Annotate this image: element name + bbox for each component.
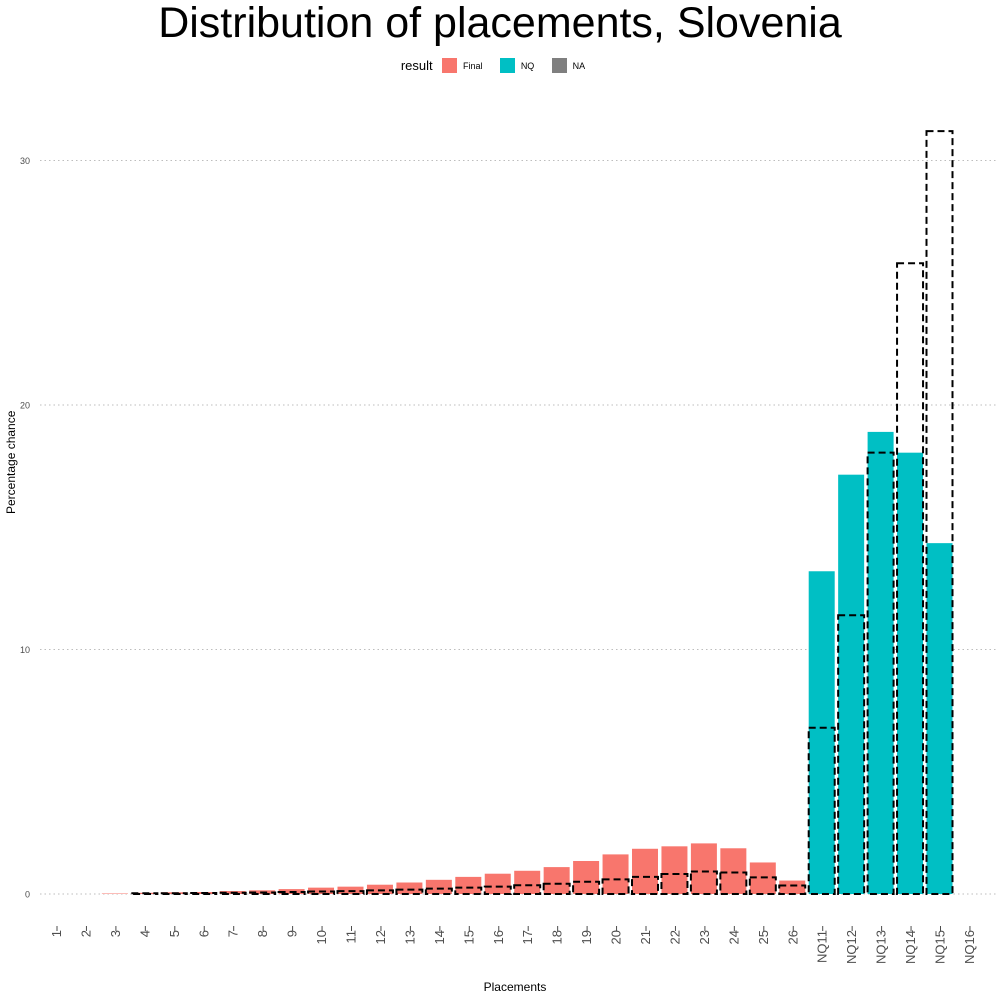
ref-outline-26 [778, 884, 807, 896]
x-tick-label-26: 26 [785, 930, 800, 944]
bar-20 [602, 854, 629, 894]
ref-outline-14 [424, 887, 453, 895]
x-tick-label-7: 7 [226, 930, 241, 937]
bar-18 [543, 867, 570, 894]
bar-19 [573, 860, 600, 894]
ref-outline-5 [159, 892, 188, 895]
ref-outline-6 [189, 892, 218, 895]
ref-outline-11 [336, 890, 365, 895]
x-tick-label-9: 9 [285, 930, 300, 937]
x-tick-label-25: 25 [756, 930, 771, 944]
bar-24 [720, 848, 747, 894]
bar-14 [425, 879, 452, 894]
y-tick-label-30: 30 [20, 156, 30, 166]
x-axis-label: Placements [483, 980, 547, 994]
ref-outline-16 [483, 885, 512, 895]
x-tick-label-nq11: NQ11 [815, 930, 830, 963]
ref-outline-21 [631, 875, 659, 896]
x-tick-label-3: 3 [108, 930, 123, 937]
ref-outline-8 [248, 891, 277, 896]
legend-label-na: NA [572, 60, 586, 71]
bar-23 [690, 843, 717, 894]
x-tick-label-11: 11 [344, 930, 359, 944]
ref-outline-19 [572, 880, 601, 896]
y-tick-label-0: 0 [25, 890, 30, 900]
y-tick-label-10: 10 [20, 645, 30, 655]
x-tick-label-20: 20 [609, 930, 624, 944]
x-tick-label-4: 4 [137, 930, 152, 937]
x-tick-label-6: 6 [196, 930, 211, 937]
x-tick-label-10: 10 [314, 930, 329, 944]
bar-17 [514, 870, 541, 894]
x-tick-label-12: 12 [373, 930, 388, 944]
bar-16 [484, 873, 511, 894]
x-tick-label-nq15: NQ15 [933, 930, 948, 964]
y-axis-label: Percentage chance [4, 410, 18, 514]
bar-nq13 [867, 431, 894, 894]
ref-outline-22 [660, 872, 689, 895]
bar-nq15 [926, 543, 953, 894]
bar-26 [779, 880, 806, 894]
x-tick-label-23: 23 [697, 930, 712, 944]
bar-nq11 [808, 571, 835, 894]
ref-outline-9 [277, 891, 306, 896]
ref-outline-4 [130, 892, 159, 895]
legend-label-final: Final [462, 60, 483, 71]
ref-outline-17 [513, 884, 542, 895]
ref-outline-nq11 [807, 726, 836, 895]
x-tick-label-17: 17 [520, 930, 535, 944]
ref-outline-23 [689, 870, 718, 895]
legend-key-na [551, 58, 567, 74]
legend-entry-na: NA [551, 58, 596, 74]
y-tick-label-20: 20 [20, 401, 30, 411]
x-tick-label-1: 1 [49, 930, 64, 937]
x-tick-label-15: 15 [461, 930, 476, 944]
legend-label-nq: NQ [520, 60, 535, 71]
x-tick-label-21: 21 [638, 930, 653, 944]
ref-outline-nq14 [896, 262, 925, 895]
x-tick-label-nq12: NQ12 [844, 930, 859, 964]
x-tick-label-22: 22 [667, 930, 682, 944]
bar-nq12 [838, 474, 865, 894]
x-tick-label-14: 14 [432, 930, 447, 944]
legend-key-nq [499, 58, 515, 74]
legend-entry-final: Final [441, 58, 493, 74]
legend: result Final NQ NA [0, 58, 1000, 74]
bar-nq14 [897, 452, 924, 894]
x-tick-label-16: 16 [491, 930, 506, 944]
x-tick-label-2: 2 [78, 930, 93, 937]
legend-title: result [400, 58, 433, 74]
ref-outline-13 [395, 888, 424, 895]
bar-22 [661, 846, 688, 894]
ref-outline-7 [218, 891, 247, 896]
ref-outline-20 [601, 878, 630, 896]
x-tick-label-18: 18 [550, 930, 565, 944]
x-tick-label-13: 13 [402, 930, 417, 944]
x-tick-label-nq16: NQ16 [962, 930, 977, 964]
bar-21 [632, 848, 658, 894]
x-tick-label-nq14: NQ14 [903, 930, 918, 964]
ref-outline-18 [542, 882, 571, 896]
x-tick-label-nq13: NQ13 [874, 930, 889, 964]
ref-outline-25 [748, 876, 777, 896]
bar-13 [396, 882, 423, 894]
x-tick-label-24: 24 [726, 930, 741, 944]
bar-15 [455, 876, 482, 894]
ref-outline-10 [307, 890, 336, 895]
legend-entry-nq: NQ [499, 58, 545, 74]
legend-key-final [441, 58, 457, 74]
ref-outline-nq13 [866, 451, 895, 895]
ref-outline-nq12 [837, 614, 866, 896]
x-tick-label-8: 8 [255, 930, 270, 937]
ref-outline-15 [454, 886, 483, 896]
ref-outline-nq15 [925, 130, 954, 896]
x-tick-label-5: 5 [167, 930, 182, 937]
ref-outline-24 [719, 871, 748, 896]
ref-outline-12 [365, 889, 394, 896]
x-tick-label-19: 19 [579, 930, 594, 944]
chart-title: Distribution of placements, Slovenia [158, 0, 842, 47]
